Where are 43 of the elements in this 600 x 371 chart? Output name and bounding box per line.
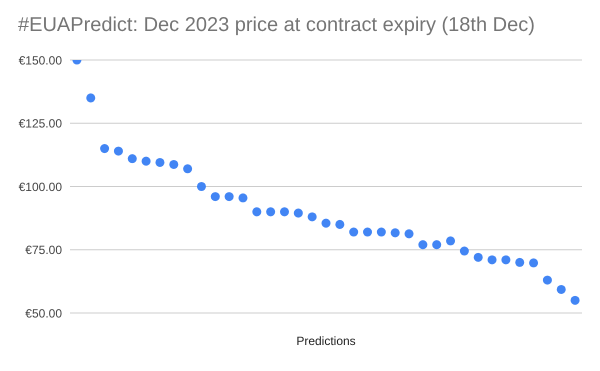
point bbox=[224, 192, 234, 202]
point bbox=[474, 252, 483, 262]
point bbox=[488, 255, 497, 264]
point bbox=[128, 154, 137, 164]
point bbox=[349, 228, 358, 237]
point bbox=[196, 182, 206, 192]
point bbox=[335, 220, 344, 229]
point bbox=[570, 296, 580, 305]
point bbox=[308, 212, 317, 222]
point bbox=[114, 146, 123, 156]
point bbox=[100, 144, 110, 154]
point bbox=[169, 160, 178, 169]
y-tick-label: €100.00 bbox=[18, 180, 62, 194]
chart-title: #EUAPredict: Dec 2023 price at contract expiry (18th Dec) bbox=[18, 14, 535, 37]
point bbox=[556, 284, 566, 294]
point bbox=[86, 93, 96, 102]
point bbox=[294, 208, 303, 218]
point bbox=[252, 207, 262, 216]
x-axis-title: Predictions bbox=[296, 334, 356, 348]
point bbox=[418, 240, 428, 250]
point bbox=[155, 158, 164, 167]
y-tick-label: €50.00 bbox=[25, 306, 62, 320]
point bbox=[266, 207, 276, 216]
point bbox=[446, 236, 456, 246]
point bbox=[432, 240, 442, 250]
point bbox=[238, 193, 248, 202]
point bbox=[515, 258, 524, 267]
point bbox=[280, 207, 289, 216]
point bbox=[210, 192, 220, 202]
point bbox=[363, 228, 372, 237]
point bbox=[183, 164, 192, 174]
point bbox=[542, 276, 552, 285]
y-tick-label: €75.00 bbox=[25, 243, 62, 258]
point bbox=[142, 156, 151, 166]
y-tick-label: €125.00 bbox=[18, 116, 62, 131]
point bbox=[321, 218, 331, 228]
point bbox=[529, 258, 538, 268]
point bbox=[404, 229, 414, 238]
point bbox=[376, 228, 386, 237]
point bbox=[501, 255, 510, 264]
point bbox=[460, 246, 469, 256]
y-tick-label: €150.00 bbox=[18, 53, 62, 68]
point bbox=[390, 228, 400, 238]
